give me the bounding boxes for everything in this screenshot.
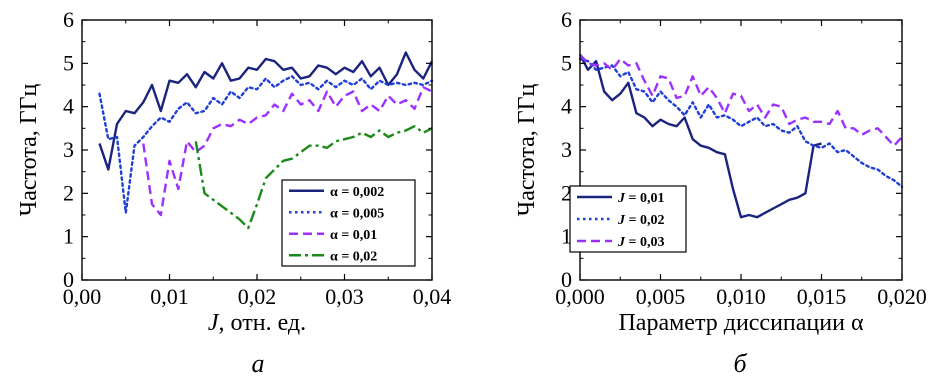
legend-entry-1: α = 0,002 xyxy=(330,185,384,200)
legend-entry-4: α = 0,02 xyxy=(330,249,377,264)
y-tick-label: 2 xyxy=(63,180,74,205)
chart-panel-a: 0 1 2 3 4 5 6 0,00 0,01 0,02 0,03 0,04 Частота, ГГц J… xyxy=(16,7,451,378)
y-tick-label: 4 xyxy=(63,94,74,119)
y-tick-label: 3 xyxy=(63,137,74,162)
x-tick-label: 0,020 xyxy=(877,284,927,309)
x-tick-label: 0,03 xyxy=(325,284,364,309)
series-line-2 xyxy=(98,75,434,215)
series-line-1 xyxy=(578,54,822,219)
y-tick-label: 0 xyxy=(63,267,74,292)
y-tick-label: 1 xyxy=(561,224,572,249)
x-axis-label: Параметр диссипации α xyxy=(618,310,863,336)
x-tick-label: 0,005 xyxy=(636,284,686,309)
y-axis-label: Частота, ГГц xyxy=(16,83,42,216)
series-line-1 xyxy=(98,51,434,171)
y-tick-label: 3 xyxy=(561,137,572,162)
series-line-4 xyxy=(194,124,433,230)
y-tick-label: 1 xyxy=(63,224,74,249)
legend-entry-2: α = 0,005 xyxy=(330,206,384,221)
y-tick-label: 5 xyxy=(561,50,572,75)
y-axis-label: Частота, ГГц xyxy=(514,83,540,216)
x-tick-label: 0,02 xyxy=(238,284,277,309)
y-tick-label: 4 xyxy=(561,94,572,119)
panel-label: б xyxy=(733,349,747,378)
x-tick-label: 0,00 xyxy=(63,284,102,309)
x-tick-label: 0,04 xyxy=(413,284,452,309)
series-line-2 xyxy=(578,57,904,189)
y-tick-label: 6 xyxy=(561,7,572,32)
legend-entry-2: J = 0,02 xyxy=(617,213,664,228)
legend-entry-1: J = 0,01 xyxy=(617,191,664,206)
x-tick-label: 0,015 xyxy=(797,284,847,309)
y-tick-label: 5 xyxy=(63,50,74,75)
x-tick-label: 0,000 xyxy=(555,284,605,309)
y-tick-label: 6 xyxy=(63,7,74,32)
series-line-3 xyxy=(142,85,433,217)
series-line-3 xyxy=(579,53,903,147)
x-tick-label: 0,01 xyxy=(150,284,189,309)
panel-label: а xyxy=(252,349,265,378)
chart-panel-b: 0 1 2 3 4 5 6 0,000 0,005 0,010 0,015 0,020 Частота,… xyxy=(514,7,927,378)
x-tick-label: 0,010 xyxy=(716,284,766,309)
y-tick-label: 2 xyxy=(561,180,572,205)
x-axis-label: J, отн. ед. xyxy=(208,310,306,336)
y-tick-label: 0 xyxy=(561,267,572,292)
legend-entry-3: α = 0,01 xyxy=(330,228,377,243)
legend-box xyxy=(281,179,416,267)
legend-entry-3: J = 0,03 xyxy=(617,235,664,250)
